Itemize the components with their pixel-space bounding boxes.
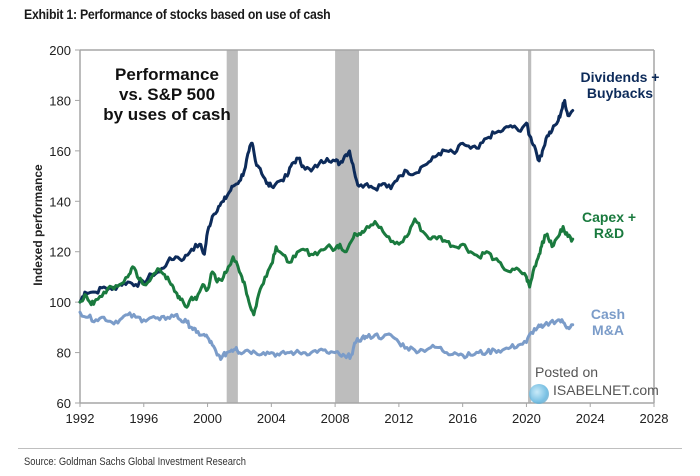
footer-divider bbox=[18, 448, 682, 449]
x-tick-label: 2004 bbox=[257, 411, 286, 426]
series-lines bbox=[78, 98, 575, 361]
watermark-site: ISABELNET.com bbox=[553, 382, 659, 398]
x-tick-label: 2020 bbox=[512, 411, 541, 426]
x-tick-label: 1996 bbox=[129, 411, 158, 426]
recession-bands bbox=[226, 50, 532, 403]
y-tick-label: 200 bbox=[49, 43, 71, 58]
exhibit-title: Exhibit 1: Performance of stocks based o… bbox=[24, 6, 331, 22]
watermark: Posted on ISABELNET.com bbox=[532, 364, 659, 398]
y-axis-label: Indexed performance bbox=[31, 164, 45, 286]
series-label: R&D bbox=[594, 225, 624, 241]
series-line-dividends-buybacks bbox=[78, 98, 575, 304]
y-tick-label: 100 bbox=[49, 295, 71, 310]
x-tick-label: 2016 bbox=[448, 411, 477, 426]
line-chart: 60 80 100 120 140 160 180 200 1992 1996 2000 2004 20… bbox=[31, 43, 668, 426]
isabelnet-logo-icon bbox=[529, 384, 549, 404]
x-tick-label: 2012 bbox=[384, 411, 413, 426]
x-tick-label: 2008 bbox=[321, 411, 350, 426]
y-tick-label: 80 bbox=[57, 346, 71, 361]
watermark-posted-on: Posted on bbox=[535, 364, 599, 380]
series-line-cash-m-a bbox=[78, 310, 575, 361]
x-tick-label: 2024 bbox=[576, 411, 605, 426]
series-label: Dividends + bbox=[581, 69, 660, 85]
recession-band bbox=[226, 50, 238, 403]
recession-band bbox=[335, 50, 360, 403]
chart-title-line: by uses of cash bbox=[103, 105, 231, 124]
y-tick-label: 60 bbox=[57, 396, 71, 411]
axes bbox=[79, 49, 655, 404]
chart-title-line: Performance bbox=[115, 65, 219, 84]
series-label: M&A bbox=[592, 322, 624, 338]
ticks: 60 80 100 120 140 160 180 200 1992 1996 2000 2004 20… bbox=[49, 43, 668, 426]
series-line-capex-r-d bbox=[78, 217, 575, 317]
source-note: Source: Goldman Sachs Global Investment … bbox=[24, 456, 246, 468]
chart-title-line: vs. S&P 500 bbox=[119, 85, 215, 104]
y-tick-label: 180 bbox=[49, 93, 71, 108]
x-tick-label: 2028 bbox=[640, 411, 669, 426]
recession-band bbox=[528, 50, 532, 403]
x-tick-label: 2000 bbox=[193, 411, 222, 426]
x-tick-label: 1992 bbox=[66, 411, 95, 426]
series-label: Capex + bbox=[582, 209, 636, 225]
y-tick-label: 160 bbox=[49, 144, 71, 159]
series-label: Cash bbox=[591, 306, 625, 322]
series-label: Buybacks bbox=[587, 85, 653, 101]
y-tick-label: 120 bbox=[49, 245, 71, 260]
y-tick-label: 140 bbox=[49, 194, 71, 209]
